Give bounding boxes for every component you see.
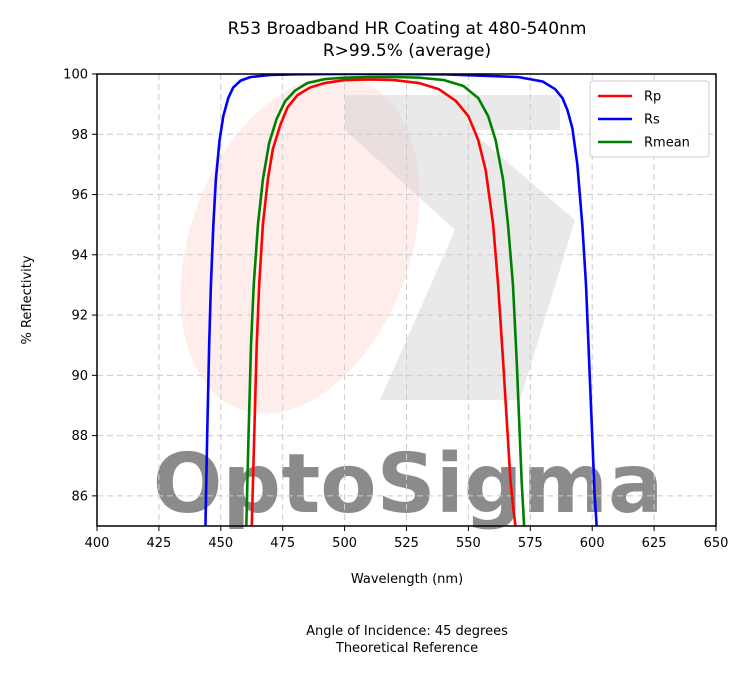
x-tick-label: 450 [208,536,233,551]
y-axis-ticks: 86 88 90 92 94 96 98 100 [63,68,97,504]
y-tick-label: 100 [63,68,88,83]
y-axis-label: % Reflectivity [20,255,35,344]
x-tick-label: 475 [270,536,295,551]
y-tick-label: 94 [71,248,88,263]
legend-label-rp: Rp [644,90,661,105]
x-axis-ticks: 400 425 450 475 500 525 550 575 600 625 650 [85,526,729,551]
x-tick-label: 575 [518,536,543,551]
watermark-logo-swoosh [180,76,420,414]
x-tick-label: 600 [580,536,605,551]
series-line-rmean [245,75,526,526]
y-tick-label: 86 [71,489,88,504]
x-tick-label: 650 [704,536,729,551]
y-tick-label: 92 [71,309,88,324]
y-tick-label: 96 [71,188,88,203]
x-tick-label: 400 [85,536,110,551]
chart-subtitle: R>99.5% (average) [323,41,491,61]
x-tick-label: 550 [456,536,481,551]
x-tick-label: 500 [332,536,357,551]
watermark-logo: OptoSigma [153,76,664,532]
legend-box [589,80,710,158]
x-tick-label: 425 [146,536,171,551]
series-lines [204,74,598,526]
x-tick-label: 525 [394,536,419,551]
series-line-rp [250,78,517,526]
watermark-logo-letter-shape [345,95,575,400]
chart-title: R53 Broadband HR Coating at 480-540nm [228,19,587,39]
footer-line-1: Angle of Incidence: 45 degrees [306,624,508,639]
y-tick-label: 90 [71,369,88,384]
x-tick-label: 625 [642,536,667,551]
legend: Rp Rs Rmean [589,80,710,158]
series-line-rs [204,74,598,526]
y-tick-label: 98 [71,128,88,143]
legend-label-rs: Rs [644,113,660,128]
watermark-text: OptoSigma [153,437,664,532]
footer-line-2: Theoretical Reference [335,641,478,656]
y-tick-label: 88 [71,429,88,444]
x-axis-label: Wavelength (nm) [351,572,463,587]
legend-label-rmean: Rmean [644,136,690,151]
